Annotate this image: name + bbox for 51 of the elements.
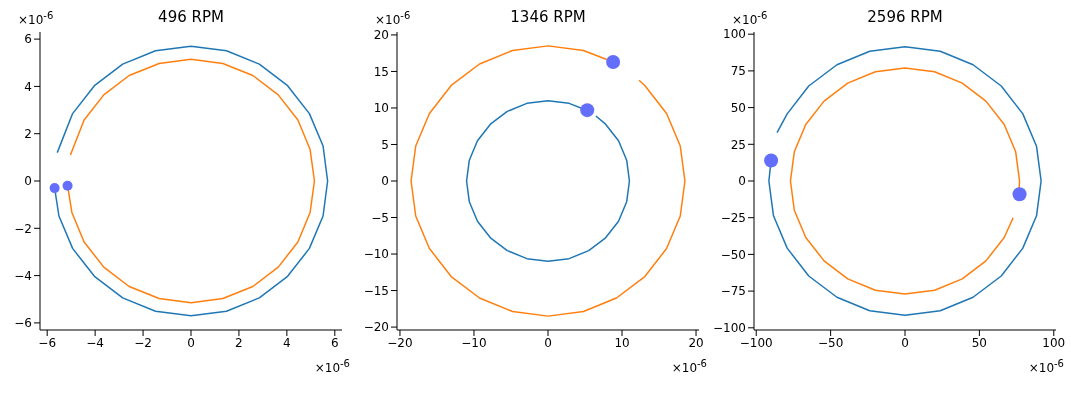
chart-title: 1346 RPM — [510, 8, 586, 26]
x-tick-label: 10 — [614, 335, 630, 350]
x-tick-label: 6 — [330, 335, 339, 350]
line-series — [410, 45, 686, 317]
y-tick-label: 15 — [373, 64, 389, 79]
y-tick-label: 5 — [381, 137, 389, 152]
y-tick-label: −5 — [371, 210, 389, 225]
x-tick-label: −50 — [817, 335, 844, 350]
text: ×10$^{-6}$ — [732, 10, 768, 27]
y-tick-label: −75 — [720, 284, 746, 299]
x-tick-label: −10 — [461, 335, 487, 350]
text: ×10$^{-6}$ — [314, 358, 350, 375]
y-tick-label: 20 — [373, 28, 389, 43]
chart-title: 496 RPM — [158, 8, 224, 26]
y-tick-label: −20 — [363, 320, 389, 335]
y-tick-label: −2 — [14, 221, 32, 236]
x-tick-label: −6 — [38, 335, 57, 350]
y-tick-label: 75 — [730, 64, 746, 79]
text: ×10$^{-6}$ — [18, 10, 54, 27]
y-tick-label: −6 — [14, 316, 32, 331]
y-tick-label: −10 — [363, 247, 389, 262]
x-tick-label: 0 — [544, 335, 552, 350]
chart-title: 2596 RPM — [867, 8, 943, 26]
y-tick-label: 100 — [723, 27, 746, 42]
x-tick-label: −2 — [134, 335, 152, 350]
text: ×10$^{-6}$ — [671, 358, 707, 375]
x-tick-label: 2 — [235, 335, 243, 350]
x-tick-label: 0 — [187, 335, 195, 350]
y-tick-label: 2 — [24, 126, 32, 141]
text: ×10$^{-6}$ — [375, 10, 411, 27]
x-tick-label: 100 — [1042, 335, 1066, 350]
x-tick-label: −4 — [86, 335, 104, 350]
y-tick-label: −25 — [720, 210, 746, 225]
x-tick-label: 4 — [283, 335, 291, 350]
y-tick-label: 4 — [24, 79, 32, 94]
x-tick-label: 20 — [688, 335, 704, 350]
y-tick-label: 0 — [738, 174, 746, 189]
y-tick-label: 10 — [373, 101, 389, 116]
y-tick-label: 0 — [381, 174, 389, 189]
y-tick-label: 25 — [730, 137, 746, 152]
y-tick-label: 0 — [24, 174, 32, 189]
x-tick-label: 0 — [901, 335, 909, 350]
y-tick-label: −50 — [720, 247, 746, 262]
y-tick-label: 50 — [730, 100, 746, 115]
line-series — [465, 99, 631, 263]
x-tick-label: 50 — [971, 335, 988, 350]
y-tick-label: −4 — [14, 268, 32, 283]
text: ×10$^{-6}$ — [1028, 358, 1064, 375]
y-tick-label: 6 — [24, 32, 32, 47]
y-tick-label: −15 — [363, 283, 389, 298]
y-tick-label: −100 — [713, 321, 746, 336]
